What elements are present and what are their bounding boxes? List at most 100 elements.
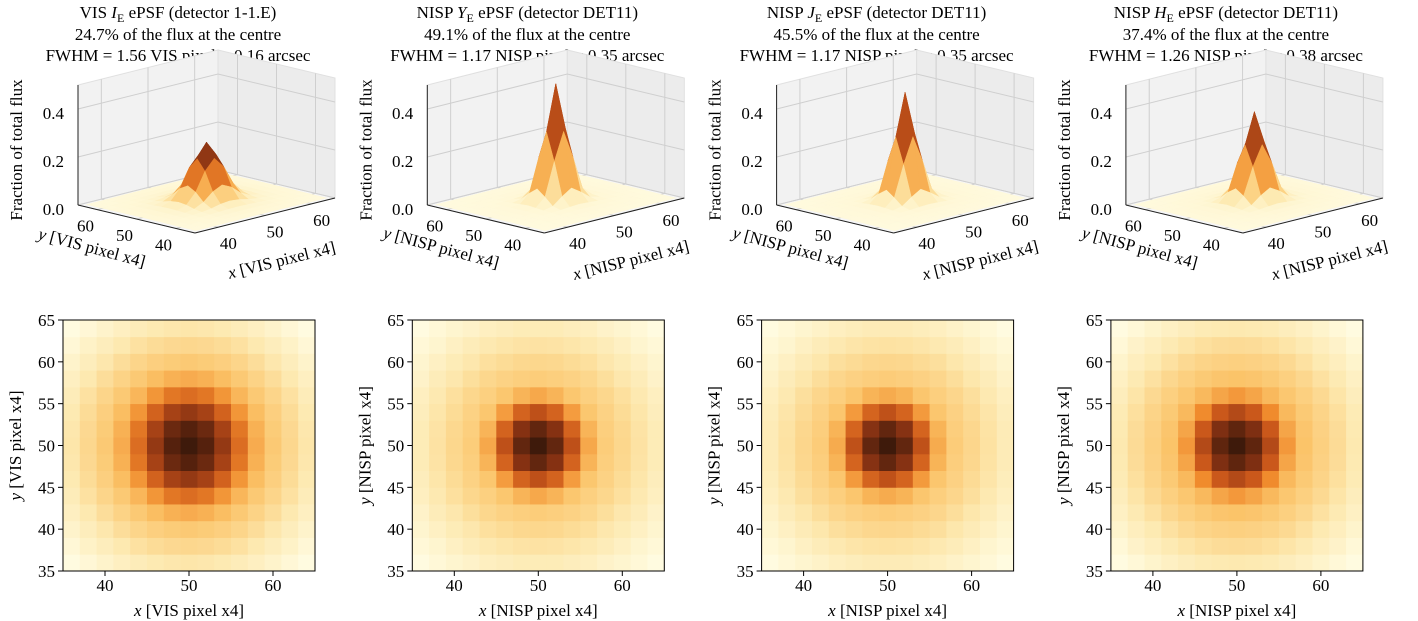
heatmap-cell — [412, 554, 430, 572]
x-tick-label: 40 — [97, 576, 114, 595]
x-tick-label: 50 — [1228, 576, 1245, 595]
heatmap-cell — [147, 554, 165, 572]
heatmap-cell — [1228, 537, 1246, 555]
heatmap-cell — [1178, 437, 1196, 455]
y-tick-label: 40 — [504, 235, 521, 254]
heatmap-cell — [647, 437, 665, 455]
heatmap-cell — [597, 520, 615, 538]
grid-line — [776, 121, 1034, 158]
heatmap-cell — [778, 554, 796, 572]
heatmap-cell — [1295, 487, 1313, 505]
heatmap-cell — [79, 504, 97, 522]
heatmap-cell — [130, 353, 148, 371]
heatmap-cell — [613, 370, 632, 388]
heatmap-cell — [946, 453, 964, 471]
heatmap-cell — [1346, 370, 1364, 388]
heatmap-cell — [163, 437, 181, 455]
heatmap-cell — [963, 537, 981, 555]
heatmap-cell — [264, 336, 282, 354]
x-axis-label: x [NISP pixel x4] — [827, 601, 947, 620]
heatmap-cell — [1329, 487, 1347, 505]
heatmap-cell — [529, 370, 548, 388]
x-tick-label: 60 — [662, 211, 679, 230]
heatmap-cell — [1245, 554, 1263, 572]
heatmap-cell — [147, 386, 165, 405]
heatmap-cell — [1178, 470, 1196, 488]
title-band: I — [110, 3, 118, 22]
heatmap-cell — [980, 470, 998, 488]
heatmap-cell — [496, 453, 514, 471]
heatmap-cell — [996, 420, 1014, 438]
heatmap-cell — [761, 386, 779, 405]
heatmap-cell — [996, 453, 1014, 471]
y-tick-label: 50 — [116, 226, 133, 245]
x-tick-label: 40 — [446, 576, 463, 595]
heatmap-cell — [580, 386, 598, 405]
heatmap-cell — [1211, 403, 1229, 421]
heatmap-cell — [63, 320, 81, 338]
heatmap-cell — [828, 487, 846, 505]
heatmap-cell — [845, 470, 863, 488]
heatmap-cell — [298, 487, 316, 505]
heatmap-cell — [298, 504, 316, 522]
heatmap-cell — [281, 504, 299, 522]
heatmap-cell — [513, 520, 531, 538]
heatmap-cell — [412, 320, 430, 338]
y-tick-label: 60 — [737, 353, 754, 372]
heatmap-cell — [113, 320, 131, 338]
title-sub: E — [1167, 11, 1174, 25]
heatmap-cell — [281, 336, 299, 354]
x-tick-label: 40 — [1268, 234, 1285, 253]
heatmap-cell — [812, 437, 830, 455]
heatmap-cell — [1346, 470, 1364, 488]
heatmap-cell — [845, 554, 863, 572]
heatmap-cell — [1295, 554, 1313, 572]
heatmap-cell — [795, 403, 813, 421]
heatmap-cell — [429, 370, 447, 388]
surface-facet — [886, 226, 904, 231]
heatmap-cell — [896, 504, 914, 522]
heatmap-cell — [761, 320, 779, 338]
heatmap-cell — [247, 370, 265, 388]
heatmap-cell — [429, 420, 447, 438]
heatmap-cell — [479, 437, 497, 455]
heatmap-cell — [147, 504, 165, 522]
heatmap-cell — [163, 370, 181, 388]
heatmap-cell — [630, 420, 648, 438]
heatmap-cell — [946, 554, 964, 572]
heatmap-cell — [1312, 453, 1330, 471]
heatmap-cell — [214, 554, 232, 572]
heatmap-cell — [462, 386, 480, 405]
heatmap-cell — [1329, 537, 1347, 555]
heatmap-cell — [130, 370, 148, 388]
heatmap-cell — [479, 353, 497, 371]
heatmap-cell — [1278, 470, 1297, 488]
heatmap-cell — [647, 470, 665, 488]
heatmap-cell — [761, 420, 779, 438]
heatmap-cell — [231, 520, 249, 538]
heatmap-cell — [1228, 370, 1246, 388]
x-axis-label: x [VIS pixel x4] — [225, 238, 337, 283]
heatmap-cell — [180, 386, 198, 405]
heatmap-cell — [647, 336, 665, 354]
heatmap-cell — [445, 470, 464, 488]
heatmap-cell — [63, 386, 81, 405]
heatmap-cell — [563, 370, 581, 388]
heatmap-cell — [862, 504, 880, 522]
heatmap-cell — [96, 420, 114, 438]
y-tick-label: 65 — [387, 311, 404, 330]
heatmap-cell — [929, 487, 947, 505]
x-axis — [194, 197, 336, 234]
heatmap-cell — [1161, 386, 1179, 405]
heatmap-cell — [613, 403, 632, 421]
heatmap-cell — [197, 420, 215, 438]
heatmap-cell — [147, 487, 165, 505]
heatmap-cell — [96, 320, 114, 338]
heatmap-cell — [163, 420, 181, 438]
heatmap-cell — [479, 403, 497, 421]
heatmap-cell — [597, 370, 615, 388]
heatmap-cell — [597, 420, 615, 438]
heatmap-cell — [429, 504, 447, 522]
heatmap-cell — [929, 403, 947, 421]
heatmap-cell — [529, 403, 548, 421]
